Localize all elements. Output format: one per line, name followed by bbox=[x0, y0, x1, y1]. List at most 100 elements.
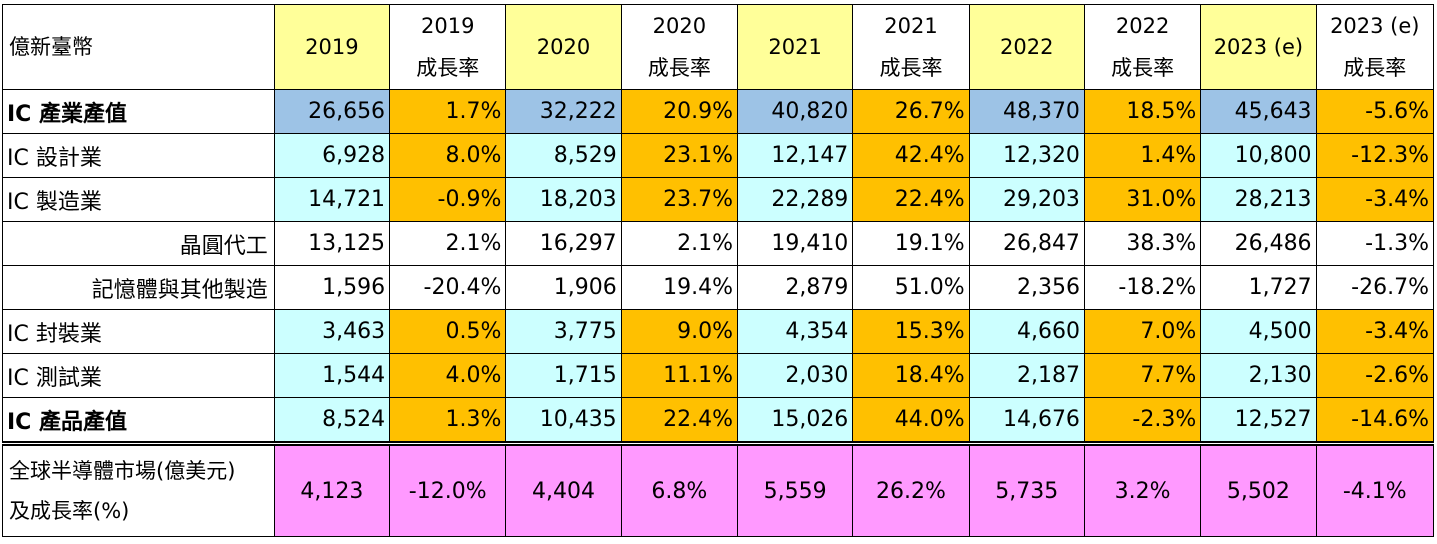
value-cell: 5,502 bbox=[1200, 441, 1317, 537]
value-cell: 45,643 bbox=[1200, 89, 1317, 134]
col-header: 2020 成長率 bbox=[620, 4, 739, 90]
value-cell: 13,125 bbox=[273, 221, 391, 266]
col-header: 2019 bbox=[273, 4, 391, 90]
value-cell: 12,147 bbox=[736, 133, 854, 178]
value-cell: 16,297 bbox=[505, 221, 622, 266]
col-header: 2022 bbox=[968, 4, 1085, 90]
value-cell: 12,527 bbox=[1200, 397, 1317, 444]
growth-cell: 7.0% bbox=[1083, 309, 1202, 354]
growth-cell: -2.3% bbox=[1083, 397, 1202, 444]
value-cell: 12,320 bbox=[968, 133, 1085, 178]
global-market-label: 全球半導體市場(億美元) 及成長率(%) bbox=[2, 441, 275, 537]
growth-cell: 1.7% bbox=[389, 89, 507, 134]
value-cell: 4,123 bbox=[273, 441, 391, 537]
growth-cell: 23.7% bbox=[620, 177, 739, 222]
growth-cell: 22.4% bbox=[620, 397, 739, 444]
value-cell: 1,544 bbox=[273, 353, 391, 398]
value-cell: 1,906 bbox=[505, 265, 622, 310]
growth-cell: 2.1% bbox=[389, 221, 507, 266]
value-cell: 26,847 bbox=[968, 221, 1085, 266]
global-market-row: 全球半導體市場(億美元) 及成長率(%) 4,123 -12.0% 4,404 6… bbox=[2, 441, 1435, 537]
growth-cell: 6.8% bbox=[620, 441, 739, 537]
growth-cell: -1.3% bbox=[1315, 221, 1435, 266]
growth-cell: -20.4% bbox=[389, 265, 507, 310]
row-label: 晶圓代工 bbox=[2, 221, 275, 266]
growth-cell: 8.0% bbox=[389, 133, 507, 178]
col-header: 2023 (e) bbox=[1200, 4, 1317, 90]
value-cell: 8,529 bbox=[505, 133, 622, 178]
growth-cell: 3.2% bbox=[1083, 441, 1202, 537]
row-label: IC 產品產值 bbox=[2, 397, 275, 444]
value-cell: 2,030 bbox=[736, 353, 854, 398]
value-cell: 14,676 bbox=[968, 397, 1085, 444]
value-cell: 10,800 bbox=[1200, 133, 1317, 178]
value-cell: 19,410 bbox=[736, 221, 854, 266]
growth-cell: -2.6% bbox=[1315, 353, 1435, 398]
table-row: 晶圓代工 13,125 2.1% 16,297 2.1% 19,410 19.1… bbox=[2, 221, 1435, 266]
value-cell: 5,559 bbox=[736, 441, 854, 537]
value-cell: 4,404 bbox=[505, 441, 622, 537]
col-header: 2019 成長率 bbox=[389, 4, 507, 90]
growth-cell: 0.5% bbox=[389, 309, 507, 354]
growth-cell: 1.4% bbox=[1083, 133, 1202, 178]
value-cell: 6,928 bbox=[273, 133, 391, 178]
growth-cell: 51.0% bbox=[852, 265, 970, 310]
row-label: 記憶體與其他製造 bbox=[2, 265, 275, 310]
growth-cell: -0.9% bbox=[389, 177, 507, 222]
growth-cell: 20.9% bbox=[620, 89, 739, 134]
table-row: IC 製造業 14,721 -0.9% 18,203 23.7% 22,289 … bbox=[2, 177, 1435, 222]
growth-cell: -3.4% bbox=[1315, 309, 1435, 354]
table-row: IC 產品產值 8,524 1.3% 10,435 22.4% 15,026 4… bbox=[2, 397, 1435, 444]
growth-cell: 7.7% bbox=[1083, 353, 1202, 398]
value-cell: 26,486 bbox=[1200, 221, 1317, 266]
row-label: IC 測試業 bbox=[2, 353, 275, 398]
value-cell: 1,715 bbox=[505, 353, 622, 398]
growth-cell: 22.4% bbox=[852, 177, 970, 222]
growth-cell: -12.3% bbox=[1315, 133, 1435, 178]
col-header: 2022 成長率 bbox=[1083, 4, 1202, 90]
table-row: IC 測試業 1,544 4.0% 1,715 11.1% 2,030 18.4… bbox=[2, 353, 1435, 398]
growth-cell: 11.1% bbox=[620, 353, 739, 398]
value-cell: 3,463 bbox=[273, 309, 391, 354]
growth-cell: 2.1% bbox=[620, 221, 739, 266]
value-cell: 26,656 bbox=[273, 89, 391, 134]
growth-cell: 9.0% bbox=[620, 309, 739, 354]
growth-cell: 1.3% bbox=[389, 397, 507, 444]
col-header: 2020 bbox=[505, 4, 622, 90]
growth-cell: 18.4% bbox=[852, 353, 970, 398]
header-row: 億新臺幣 2019 2019 成長率 2020 2020 成長率 2021 2021… bbox=[2, 4, 1435, 90]
row-label: IC 製造業 bbox=[2, 177, 275, 222]
growth-cell: -12.0% bbox=[389, 441, 507, 537]
growth-cell: 42.4% bbox=[852, 133, 970, 178]
growth-cell: 26.7% bbox=[852, 89, 970, 134]
col-header: 2021 bbox=[736, 4, 854, 90]
value-cell: 15,026 bbox=[736, 397, 854, 444]
growth-cell: 31.0% bbox=[1083, 177, 1202, 222]
table-row: IC 設計業 6,928 8.0% 8,529 23.1% 12,147 42.… bbox=[2, 133, 1435, 178]
growth-cell: 38.3% bbox=[1083, 221, 1202, 266]
value-cell: 1,596 bbox=[273, 265, 391, 310]
growth-cell: 44.0% bbox=[852, 397, 970, 444]
growth-cell: -14.6% bbox=[1315, 397, 1435, 444]
value-cell: 5,735 bbox=[968, 441, 1085, 537]
value-cell: 4,354 bbox=[736, 309, 854, 354]
growth-cell: -5.6% bbox=[1315, 89, 1435, 134]
unit-label: 億新臺幣 bbox=[2, 4, 275, 90]
value-cell: 22,289 bbox=[736, 177, 854, 222]
value-cell: 48,370 bbox=[968, 89, 1085, 134]
growth-cell: 15.3% bbox=[852, 309, 970, 354]
value-cell: 14,721 bbox=[273, 177, 391, 222]
value-cell: 8,524 bbox=[273, 397, 391, 444]
value-cell: 4,660 bbox=[968, 309, 1085, 354]
value-cell: 4,500 bbox=[1200, 309, 1317, 354]
row-label: IC 設計業 bbox=[2, 133, 275, 178]
growth-cell: 4.0% bbox=[389, 353, 507, 398]
value-cell: 18,203 bbox=[505, 177, 622, 222]
growth-cell: -26.7% bbox=[1315, 265, 1435, 310]
growth-cell: -3.4% bbox=[1315, 177, 1435, 222]
growth-cell: 18.5% bbox=[1083, 89, 1202, 134]
col-header: 2023 (e) 成長率 bbox=[1315, 4, 1435, 90]
value-cell: 2,130 bbox=[1200, 353, 1317, 398]
semiconductor-output-table: 億新臺幣 2019 2019 成長率 2020 2020 成長率 2021 2021… bbox=[2, 4, 1435, 537]
table-row: 記憶體與其他製造 1,596 -20.4% 1,906 19.4% 2,879 … bbox=[2, 265, 1435, 310]
